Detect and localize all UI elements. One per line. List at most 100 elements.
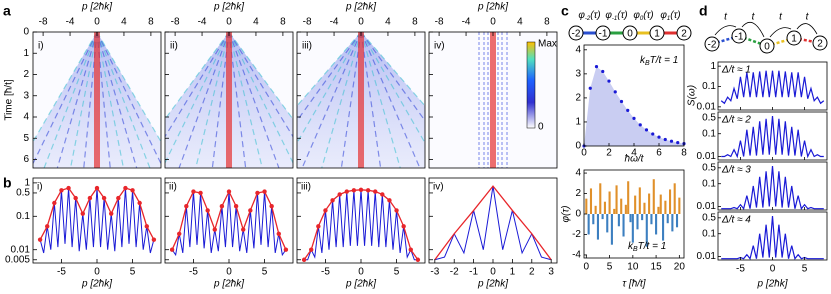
phase-index: 1 bbox=[667, 16, 670, 22]
site-label: 1 bbox=[654, 29, 660, 40]
site-label: -2 bbox=[572, 29, 581, 40]
data-point bbox=[144, 224, 149, 229]
data-point bbox=[269, 204, 274, 209]
chain-site bbox=[812, 35, 828, 51]
heatmap-streak bbox=[33, 32, 98, 165]
bar bbox=[662, 214, 665, 241]
phase-label: φ-1(τ) bbox=[605, 10, 627, 22]
heatmap-streak bbox=[96, 32, 125, 168]
data-point bbox=[613, 90, 617, 94]
bar bbox=[650, 214, 653, 225]
bar bbox=[629, 214, 632, 223]
data-point bbox=[205, 208, 210, 213]
y-tick-label: 5 bbox=[23, 133, 29, 144]
y-tick-label: -4 bbox=[572, 250, 581, 261]
hop-label: t bbox=[752, 12, 756, 23]
data-point bbox=[101, 195, 107, 201]
x-axis-label: p [2ħk] bbox=[756, 279, 787, 290]
x-tick-label: -5 bbox=[736, 264, 745, 275]
x-tick-label: 8 bbox=[412, 17, 418, 28]
chain-site bbox=[759, 38, 775, 54]
y-axis-label: S(ω) bbox=[687, 85, 698, 106]
panel-label: ii) bbox=[169, 182, 177, 193]
y-tick-label: 3 bbox=[23, 90, 29, 101]
y-tick-label: 6 bbox=[23, 154, 29, 165]
hop-label: t bbox=[724, 12, 728, 23]
bar bbox=[678, 197, 681, 214]
x-tick-label: 0 bbox=[490, 17, 496, 28]
bar bbox=[589, 188, 593, 214]
heatmap-streak bbox=[56, 32, 98, 168]
panel-label: i) bbox=[38, 41, 44, 52]
bar bbox=[627, 181, 630, 214]
data-point bbox=[87, 195, 93, 201]
data-line bbox=[434, 185, 552, 261]
x-tick-label: -8 bbox=[171, 17, 180, 28]
chain-site bbox=[676, 25, 692, 41]
panel-letter: a bbox=[3, 3, 11, 19]
x-tick-label: 5 bbox=[262, 267, 268, 278]
data-point bbox=[233, 204, 239, 209]
panel-label: ii) bbox=[170, 41, 178, 52]
data-point bbox=[241, 227, 246, 232]
bar bbox=[655, 214, 658, 235]
x-axis-label: p [2ħk] bbox=[345, 2, 376, 13]
bar bbox=[585, 198, 588, 214]
x-axis-label: p [2ħk] bbox=[81, 2, 112, 13]
data-point bbox=[408, 247, 413, 252]
data-point bbox=[588, 86, 592, 90]
bar bbox=[645, 214, 648, 247]
panel-letter: c bbox=[561, 3, 569, 19]
data-point bbox=[387, 198, 392, 203]
y-tick-label: 1 bbox=[710, 61, 716, 72]
bar bbox=[634, 195, 637, 214]
data-point bbox=[130, 188, 135, 193]
annotation-part: T/t = 1 bbox=[650, 55, 679, 66]
data-point bbox=[219, 204, 225, 209]
phase-label: φ1(τ) bbox=[660, 10, 680, 22]
y-tick-label: 0 bbox=[575, 141, 581, 152]
panel-label: iii) bbox=[301, 182, 311, 193]
heatmap-image bbox=[33, 32, 161, 168]
phase-symbol: φ bbox=[633, 10, 640, 21]
x-axis-label: τ [ħ/t] bbox=[622, 279, 645, 290]
data-point bbox=[109, 211, 114, 216]
site-label: -1 bbox=[735, 32, 744, 43]
site-label: 2 bbox=[681, 29, 687, 40]
panel-label: i) bbox=[37, 182, 43, 193]
site-label: -2 bbox=[708, 40, 717, 51]
y-tick-label: -2 bbox=[572, 229, 581, 240]
annotation-part: T/t = 1 bbox=[638, 241, 667, 252]
phase-label: φ-2(τ) bbox=[578, 10, 600, 22]
heatmap-center bbox=[358, 32, 364, 168]
x-tick-label: 8 bbox=[280, 17, 286, 28]
bar bbox=[657, 206, 660, 214]
y-tick-label: 3 bbox=[575, 68, 581, 79]
y-tick-label: 1 bbox=[24, 178, 30, 189]
bar bbox=[673, 183, 676, 214]
panel-label: iii) bbox=[302, 41, 312, 52]
data-point bbox=[626, 108, 630, 113]
annotation: kBT/t = 1 bbox=[628, 241, 666, 253]
annotation: Δ/t ≈ 2 bbox=[721, 115, 751, 126]
x-tick-label: 6 bbox=[656, 148, 662, 159]
data-point bbox=[177, 231, 182, 236]
bar bbox=[610, 214, 613, 245]
x-tick-label: 0 bbox=[581, 148, 587, 159]
data-line bbox=[721, 115, 824, 159]
x-tick-label: -5 bbox=[57, 267, 66, 278]
x-axis-label: p [2ħk] bbox=[213, 279, 244, 290]
area-fill bbox=[584, 66, 684, 146]
chain-site bbox=[704, 36, 720, 52]
heatmap-streak bbox=[43, 32, 98, 168]
data-line bbox=[720, 70, 825, 105]
x-tick-label: 20 bbox=[674, 262, 686, 273]
heatmap-streak bbox=[228, 32, 293, 165]
bar bbox=[599, 183, 602, 214]
y-tick-label: 4 bbox=[575, 168, 581, 179]
phase-index: -2 bbox=[585, 16, 591, 22]
x-tick-label: 4 bbox=[517, 17, 523, 28]
phase-argument: (τ) bbox=[617, 10, 627, 21]
data-point bbox=[358, 187, 364, 193]
